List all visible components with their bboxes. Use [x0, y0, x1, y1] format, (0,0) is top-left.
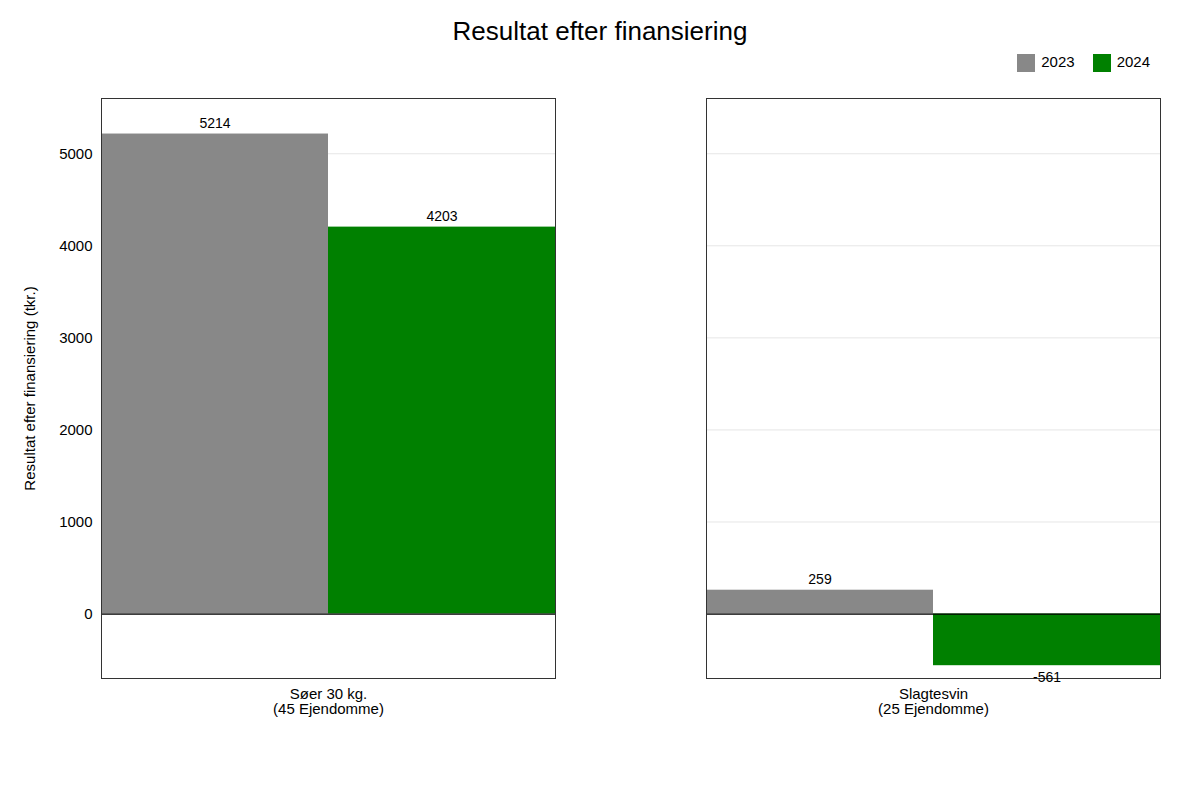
svg-text:Søer 30 kg.(45 Ejendomme): Søer 30 kg.(45 Ejendomme): [273, 685, 384, 717]
svg-text:Slagtesvin(25 Ejendomme): Slagtesvin(25 Ejendomme): [878, 685, 989, 717]
svg-text:2000: 2000: [59, 421, 92, 438]
html-text:2024: 2024: [1116, 53, 1150, 70]
svg-text:5214: 5214: [199, 115, 230, 131]
svg-text:259: 259: [808, 571, 832, 587]
html-text:2023: 2023: [1041, 53, 1075, 70]
svg-text:0: 0: [84, 605, 92, 622]
html-text:Resultat efter finansiering: Resultat efter finansiering: [452, 16, 748, 46]
svg-text:4000: 4000: [59, 237, 92, 254]
svg-text:5000: 5000: [59, 145, 92, 162]
svg-text:1000: 1000: [59, 513, 92, 530]
svg-text:-561: -561: [1033, 669, 1061, 685]
svg-text:3000: 3000: [59, 329, 92, 346]
svg-text:4203: 4203: [426, 208, 457, 224]
svg-text:Resultat efter finansiering (t: Resultat efter finansiering (tkr.): [21, 286, 38, 490]
